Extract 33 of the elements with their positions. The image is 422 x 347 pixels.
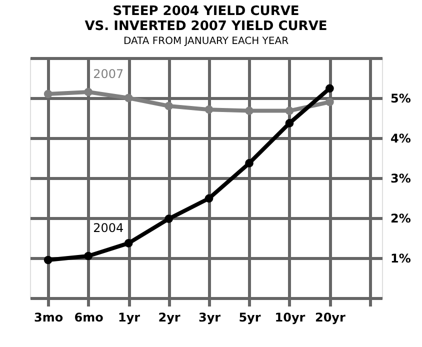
point bbox=[124, 94, 133, 102]
point bbox=[326, 84, 334, 93]
point bbox=[84, 252, 93, 260]
chart-title: STEEP 2004 YIELD CURVE VS. INVERTED 2007 YIELD CURVE bbox=[84, 4, 328, 34]
chart-subtitle: DATA FROM JANUARY EACH YEAR bbox=[123, 36, 289, 47]
point bbox=[84, 88, 93, 96]
point bbox=[245, 159, 254, 168]
y-tick-label: 2% bbox=[390, 212, 411, 226]
y-tick-label: 3% bbox=[390, 172, 411, 186]
x-tick-label: 10yr bbox=[274, 310, 306, 324]
series-label: 2004 bbox=[93, 221, 124, 235]
y-tick-label: 1% bbox=[390, 252, 411, 266]
point bbox=[164, 214, 173, 223]
x-tick-label: 5yr bbox=[238, 310, 261, 324]
x-tick-label: 20yr bbox=[314, 310, 346, 324]
x-tick-label: 3mo bbox=[34, 310, 64, 324]
series-label: 2007 bbox=[93, 67, 124, 81]
y-tick-label: 4% bbox=[390, 132, 411, 146]
point bbox=[245, 106, 254, 115]
y-tick-label: 5% bbox=[390, 92, 411, 106]
x-tick-label: 6mo bbox=[74, 310, 104, 324]
point bbox=[44, 256, 52, 264]
x-tick-label: 2yr bbox=[158, 310, 180, 324]
x-tick-label: 3yr bbox=[198, 310, 221, 324]
point bbox=[285, 106, 294, 115]
point bbox=[124, 239, 133, 248]
x-tick-label: 1yr bbox=[118, 310, 140, 324]
point bbox=[326, 98, 334, 106]
point bbox=[164, 102, 173, 110]
point bbox=[204, 105, 214, 114]
point bbox=[44, 90, 52, 98]
point bbox=[285, 119, 294, 128]
point bbox=[204, 194, 214, 203]
